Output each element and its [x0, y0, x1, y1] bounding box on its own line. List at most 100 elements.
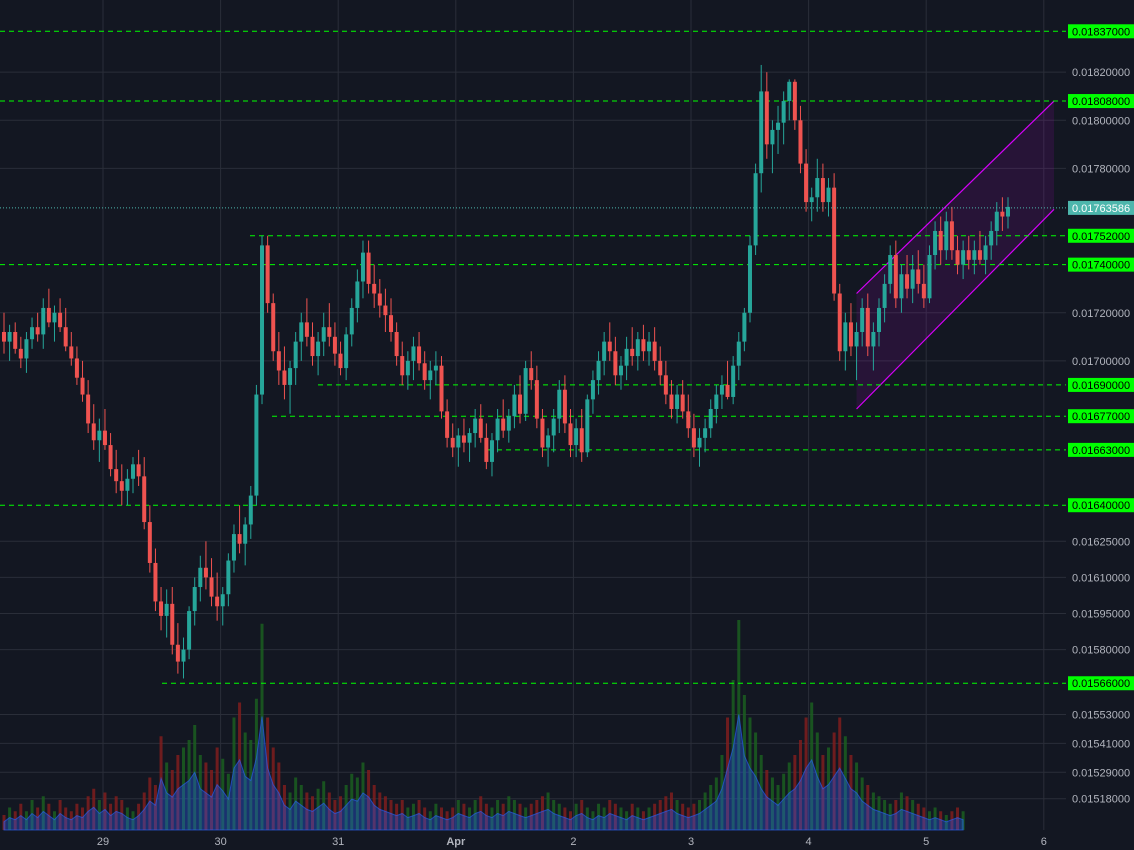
candle-body [394, 332, 399, 357]
candle-body [776, 122, 781, 130]
volume-bar [310, 796, 314, 830]
volume-bar [159, 736, 163, 830]
time-tick-label: Apr [446, 836, 466, 848]
volume-bar [243, 732, 247, 830]
candle-body [876, 307, 881, 332]
volume-bar [137, 803, 141, 830]
volume-bar [400, 800, 404, 830]
volume-bar [843, 736, 847, 830]
candle-body [248, 495, 253, 525]
candle-body [579, 428, 584, 453]
volume-bar [496, 800, 500, 830]
volume-bar [417, 800, 421, 830]
candle-body [142, 476, 147, 523]
candle-body [725, 384, 730, 397]
volume-bar [815, 732, 819, 830]
candle-body [703, 428, 708, 438]
candle-body [181, 649, 186, 662]
candle-body [372, 283, 377, 294]
candle-body [288, 368, 293, 385]
volume-bar [294, 777, 298, 830]
candle-body [327, 327, 332, 337]
candle-body [977, 250, 982, 260]
volume-bar [916, 803, 920, 830]
volume-bar [905, 796, 909, 830]
candle-body [136, 464, 141, 477]
volume-bar [8, 807, 12, 830]
candle-body [74, 358, 79, 378]
volume-bar [810, 702, 814, 830]
candle-body [523, 368, 528, 414]
time-axis[interactable]: 29 30 31 Apr 2 3 4 5 6 [97, 836, 1047, 848]
volume-bar [266, 717, 270, 830]
candle-body [1006, 206, 1010, 217]
volume-bar [254, 698, 258, 830]
volume-bar [221, 758, 225, 830]
volume-bar [350, 773, 354, 830]
volume-bar [282, 785, 286, 830]
horizontal-levels[interactable]: 0.01837000 0.01808000 0.01752000 0.01740000… [0, 24, 1134, 691]
volume-bar [210, 770, 214, 830]
candle-body [972, 250, 977, 260]
candle-body [271, 303, 276, 352]
candle-body [159, 601, 164, 616]
candle-body [433, 365, 438, 371]
candle-body [114, 469, 119, 482]
candle-body [585, 399, 590, 453]
candle-body [759, 91, 764, 174]
volume-bar [742, 695, 746, 830]
candle-body [938, 230, 943, 251]
candle-body [753, 173, 758, 246]
volume-bar [552, 800, 556, 830]
volume-bar [793, 755, 797, 830]
volume-bar [625, 811, 629, 830]
volume-bar [636, 807, 640, 830]
volume-bar [327, 792, 331, 830]
candle-body [170, 603, 175, 645]
candle-body [596, 360, 601, 381]
volume-bar [933, 807, 937, 830]
candle-body [792, 81, 797, 121]
candle-body [153, 562, 158, 602]
price-axis[interactable]: 0.01820000 0.01800000 0.01780000 0.01720000… [1072, 67, 1130, 806]
candle-body [770, 129, 775, 145]
candle-body [237, 534, 242, 544]
candle-body [832, 187, 837, 294]
volume-bar [69, 811, 73, 830]
volume-bar [165, 762, 169, 830]
candle-body [349, 307, 354, 335]
volume-bar [664, 796, 668, 830]
price-tick-label: 0.01700000 [1072, 356, 1130, 368]
candle-body [360, 252, 365, 282]
level-label-box [1068, 94, 1134, 109]
volume-bar [832, 732, 836, 830]
volume-bar [198, 755, 202, 830]
candles [2, 64, 1010, 679]
volume-bar [653, 803, 657, 830]
level-label: 0.01808000 [1072, 96, 1130, 108]
volume-bar [669, 792, 673, 830]
grid [0, 0, 1066, 830]
volume-bar [64, 807, 68, 830]
volume-bar [827, 747, 831, 830]
candle-body [557, 389, 562, 419]
price-tick-label: 0.01518000 [1072, 794, 1130, 806]
candle-body [905, 274, 910, 289]
volume-bar [540, 796, 544, 830]
candle-body [439, 365, 444, 412]
candle-body [321, 327, 326, 342]
volume-bar [529, 803, 533, 830]
candle-body [276, 351, 281, 371]
level-label: 0.01663000 [1072, 445, 1130, 457]
candle-body [417, 346, 422, 364]
time-tick-label: 6 [1041, 836, 1047, 848]
channel-lower-line[interactable] [856, 208, 1055, 410]
candle-body [708, 408, 713, 429]
volume-bar [367, 770, 371, 830]
volume-bar [613, 803, 617, 830]
volume-bar [787, 762, 791, 830]
candle-body [966, 250, 971, 260]
volume-bar [821, 755, 825, 830]
volume-bar [193, 725, 197, 830]
